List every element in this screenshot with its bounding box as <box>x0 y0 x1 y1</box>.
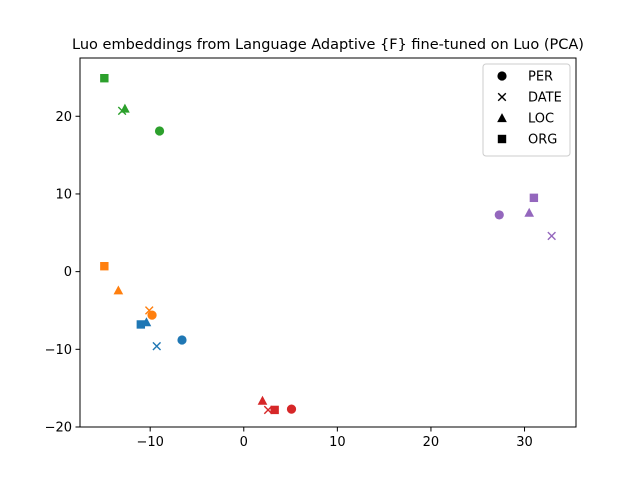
legend-box <box>482 63 571 157</box>
y-tick-label: −10 <box>45 343 72 358</box>
legend-x-icon <box>497 92 507 102</box>
plot-area <box>100 73 556 415</box>
legend-square-icon <box>497 134 507 144</box>
plot-frame <box>79 57 577 428</box>
legend-triangle-icon <box>497 113 507 123</box>
data-point-purple-square <box>529 193 539 203</box>
data-point-red-circle <box>286 404 297 414</box>
data-point-green-triangle <box>120 103 130 113</box>
x-tick-label: 20 <box>423 435 440 450</box>
data-point-blue-square <box>136 320 146 329</box>
legend-circle-icon <box>497 71 507 81</box>
legend-label: LOC <box>528 112 554 127</box>
data-point-green-circle <box>154 126 165 136</box>
x-tick-label: −10 <box>136 435 163 450</box>
chart-title: Luo embeddings from Language Adaptive {F… <box>72 37 584 53</box>
data-point-red-triangle <box>257 395 268 405</box>
data-point-orange-square <box>100 261 109 271</box>
axes: −10 0 10 20 30 −20 −10 0 10 20 <box>45 57 577 450</box>
y-tick-label: 0 <box>64 265 72 280</box>
y-tick-label: 20 <box>55 110 72 125</box>
data-point-blue-x <box>152 341 162 351</box>
legend: PER DATE LOC ORG <box>482 63 571 157</box>
legend-label: DATE <box>528 91 562 106</box>
legend-label: PER <box>528 70 553 85</box>
data-point-red-square <box>270 405 279 415</box>
x-tick-label: 10 <box>329 435 346 450</box>
data-point-purple-triangle <box>524 207 535 217</box>
data-point-purple-circle <box>494 210 504 220</box>
data-point-orange-triangle <box>113 285 124 295</box>
x-tick-label: 30 <box>516 435 533 450</box>
legend-label: ORG <box>528 133 557 148</box>
y-tick-label: −20 <box>45 421 72 436</box>
y-tick-label: 10 <box>55 187 72 202</box>
data-point-blue-circle <box>177 335 187 345</box>
data-point-purple-x <box>547 231 556 241</box>
data-point-green-square <box>100 73 109 83</box>
x-tick-label: 0 <box>240 435 248 450</box>
data-point-orange-circle <box>147 310 157 320</box>
data-point-blue-triangle <box>141 317 152 327</box>
